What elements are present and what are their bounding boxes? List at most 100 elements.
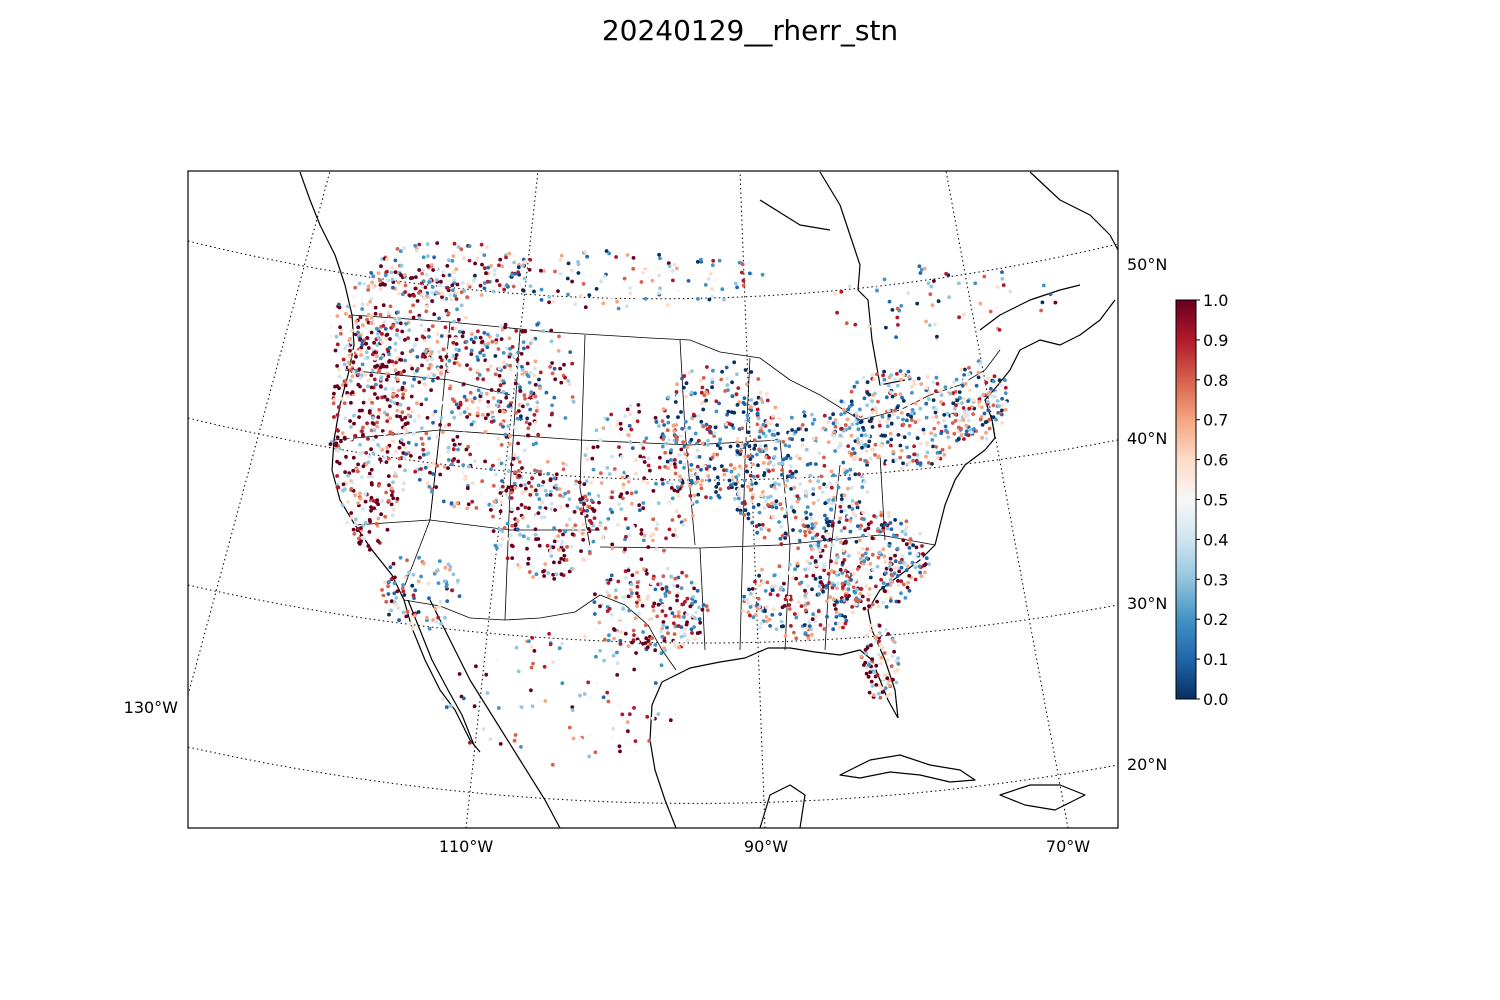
station-point xyxy=(679,434,683,438)
station-point xyxy=(560,539,565,544)
station-point xyxy=(536,537,541,541)
station-point xyxy=(527,570,532,574)
station-point xyxy=(436,581,441,585)
station-point xyxy=(437,604,442,609)
station-point xyxy=(838,433,843,438)
station-point xyxy=(877,550,882,555)
station-point xyxy=(376,502,380,507)
station-point xyxy=(388,304,393,309)
station-point xyxy=(748,605,753,609)
station-point xyxy=(869,636,873,641)
station-point xyxy=(885,658,890,662)
station-point xyxy=(982,411,987,416)
station-point xyxy=(750,482,754,487)
station-point xyxy=(583,305,588,310)
station-point xyxy=(747,271,752,276)
station-point xyxy=(961,396,966,401)
station-point xyxy=(369,313,373,318)
station-point xyxy=(869,679,874,684)
station-point xyxy=(519,503,524,507)
station-point xyxy=(903,592,907,597)
station-point xyxy=(956,437,961,441)
station-point xyxy=(337,461,342,466)
station-point xyxy=(431,268,435,272)
station-point xyxy=(462,394,467,399)
station-point xyxy=(491,289,496,294)
station-point xyxy=(445,599,450,603)
station-point xyxy=(853,590,858,595)
station-point xyxy=(739,444,744,449)
station-point xyxy=(349,425,353,429)
station-point xyxy=(826,623,831,628)
station-point xyxy=(762,473,766,478)
station-point xyxy=(748,405,753,409)
station-point xyxy=(447,258,451,263)
station-point xyxy=(352,295,357,300)
station-point xyxy=(490,410,494,415)
colorbar-ticks: 0.00.10.20.30.40.50.60.70.80.91.0 xyxy=(1196,291,1228,709)
station-point xyxy=(907,546,912,550)
station-point xyxy=(630,573,635,578)
station-point xyxy=(405,421,410,425)
station-point xyxy=(475,256,480,261)
station-point xyxy=(497,283,502,288)
station-point xyxy=(909,384,914,389)
station-point xyxy=(782,581,786,586)
station-point xyxy=(351,468,356,473)
station-point xyxy=(390,387,395,392)
station-point xyxy=(761,490,765,494)
station-point xyxy=(427,464,431,468)
station-point xyxy=(610,546,615,551)
station-point xyxy=(826,440,831,444)
station-point xyxy=(737,400,742,404)
station-point xyxy=(884,627,888,632)
station-point xyxy=(385,257,389,262)
station-point xyxy=(800,518,805,522)
station-point xyxy=(623,517,628,521)
station-point xyxy=(517,460,522,464)
station-point xyxy=(423,465,428,470)
station-point xyxy=(642,268,647,273)
station-point xyxy=(895,405,900,410)
station-point xyxy=(839,500,844,505)
station-point xyxy=(755,422,760,427)
station-point xyxy=(663,450,668,455)
station-point xyxy=(589,498,594,503)
station-point xyxy=(507,336,512,341)
station-point xyxy=(356,462,360,467)
station-point xyxy=(435,620,439,624)
station-point xyxy=(682,374,687,378)
station-point xyxy=(701,376,706,380)
station-point xyxy=(654,420,659,424)
station-point xyxy=(963,382,968,386)
station-point xyxy=(856,427,861,432)
map-frame xyxy=(187,170,1119,829)
station-point xyxy=(696,297,700,301)
station-point xyxy=(382,431,387,436)
station-point xyxy=(779,472,784,477)
station-point xyxy=(587,293,592,297)
station-point xyxy=(500,484,505,489)
station-point xyxy=(847,476,852,481)
station-point xyxy=(403,426,407,431)
station-point xyxy=(986,376,991,381)
station-point xyxy=(729,469,734,474)
station-point xyxy=(594,287,599,291)
station-point xyxy=(794,576,798,581)
station-point xyxy=(869,416,874,421)
station-point xyxy=(346,393,351,398)
station-point xyxy=(1000,270,1004,274)
station-point xyxy=(778,612,783,616)
station-point xyxy=(546,571,551,575)
station-point xyxy=(430,489,434,494)
station-point xyxy=(932,279,936,283)
station-point xyxy=(931,380,936,384)
station-point xyxy=(737,464,742,469)
station-point xyxy=(798,529,803,533)
station-point xyxy=(746,418,751,423)
station-point xyxy=(826,499,830,503)
station-point xyxy=(741,278,746,283)
station-point xyxy=(670,518,675,522)
station-point xyxy=(814,521,818,526)
station-point xyxy=(779,624,784,629)
